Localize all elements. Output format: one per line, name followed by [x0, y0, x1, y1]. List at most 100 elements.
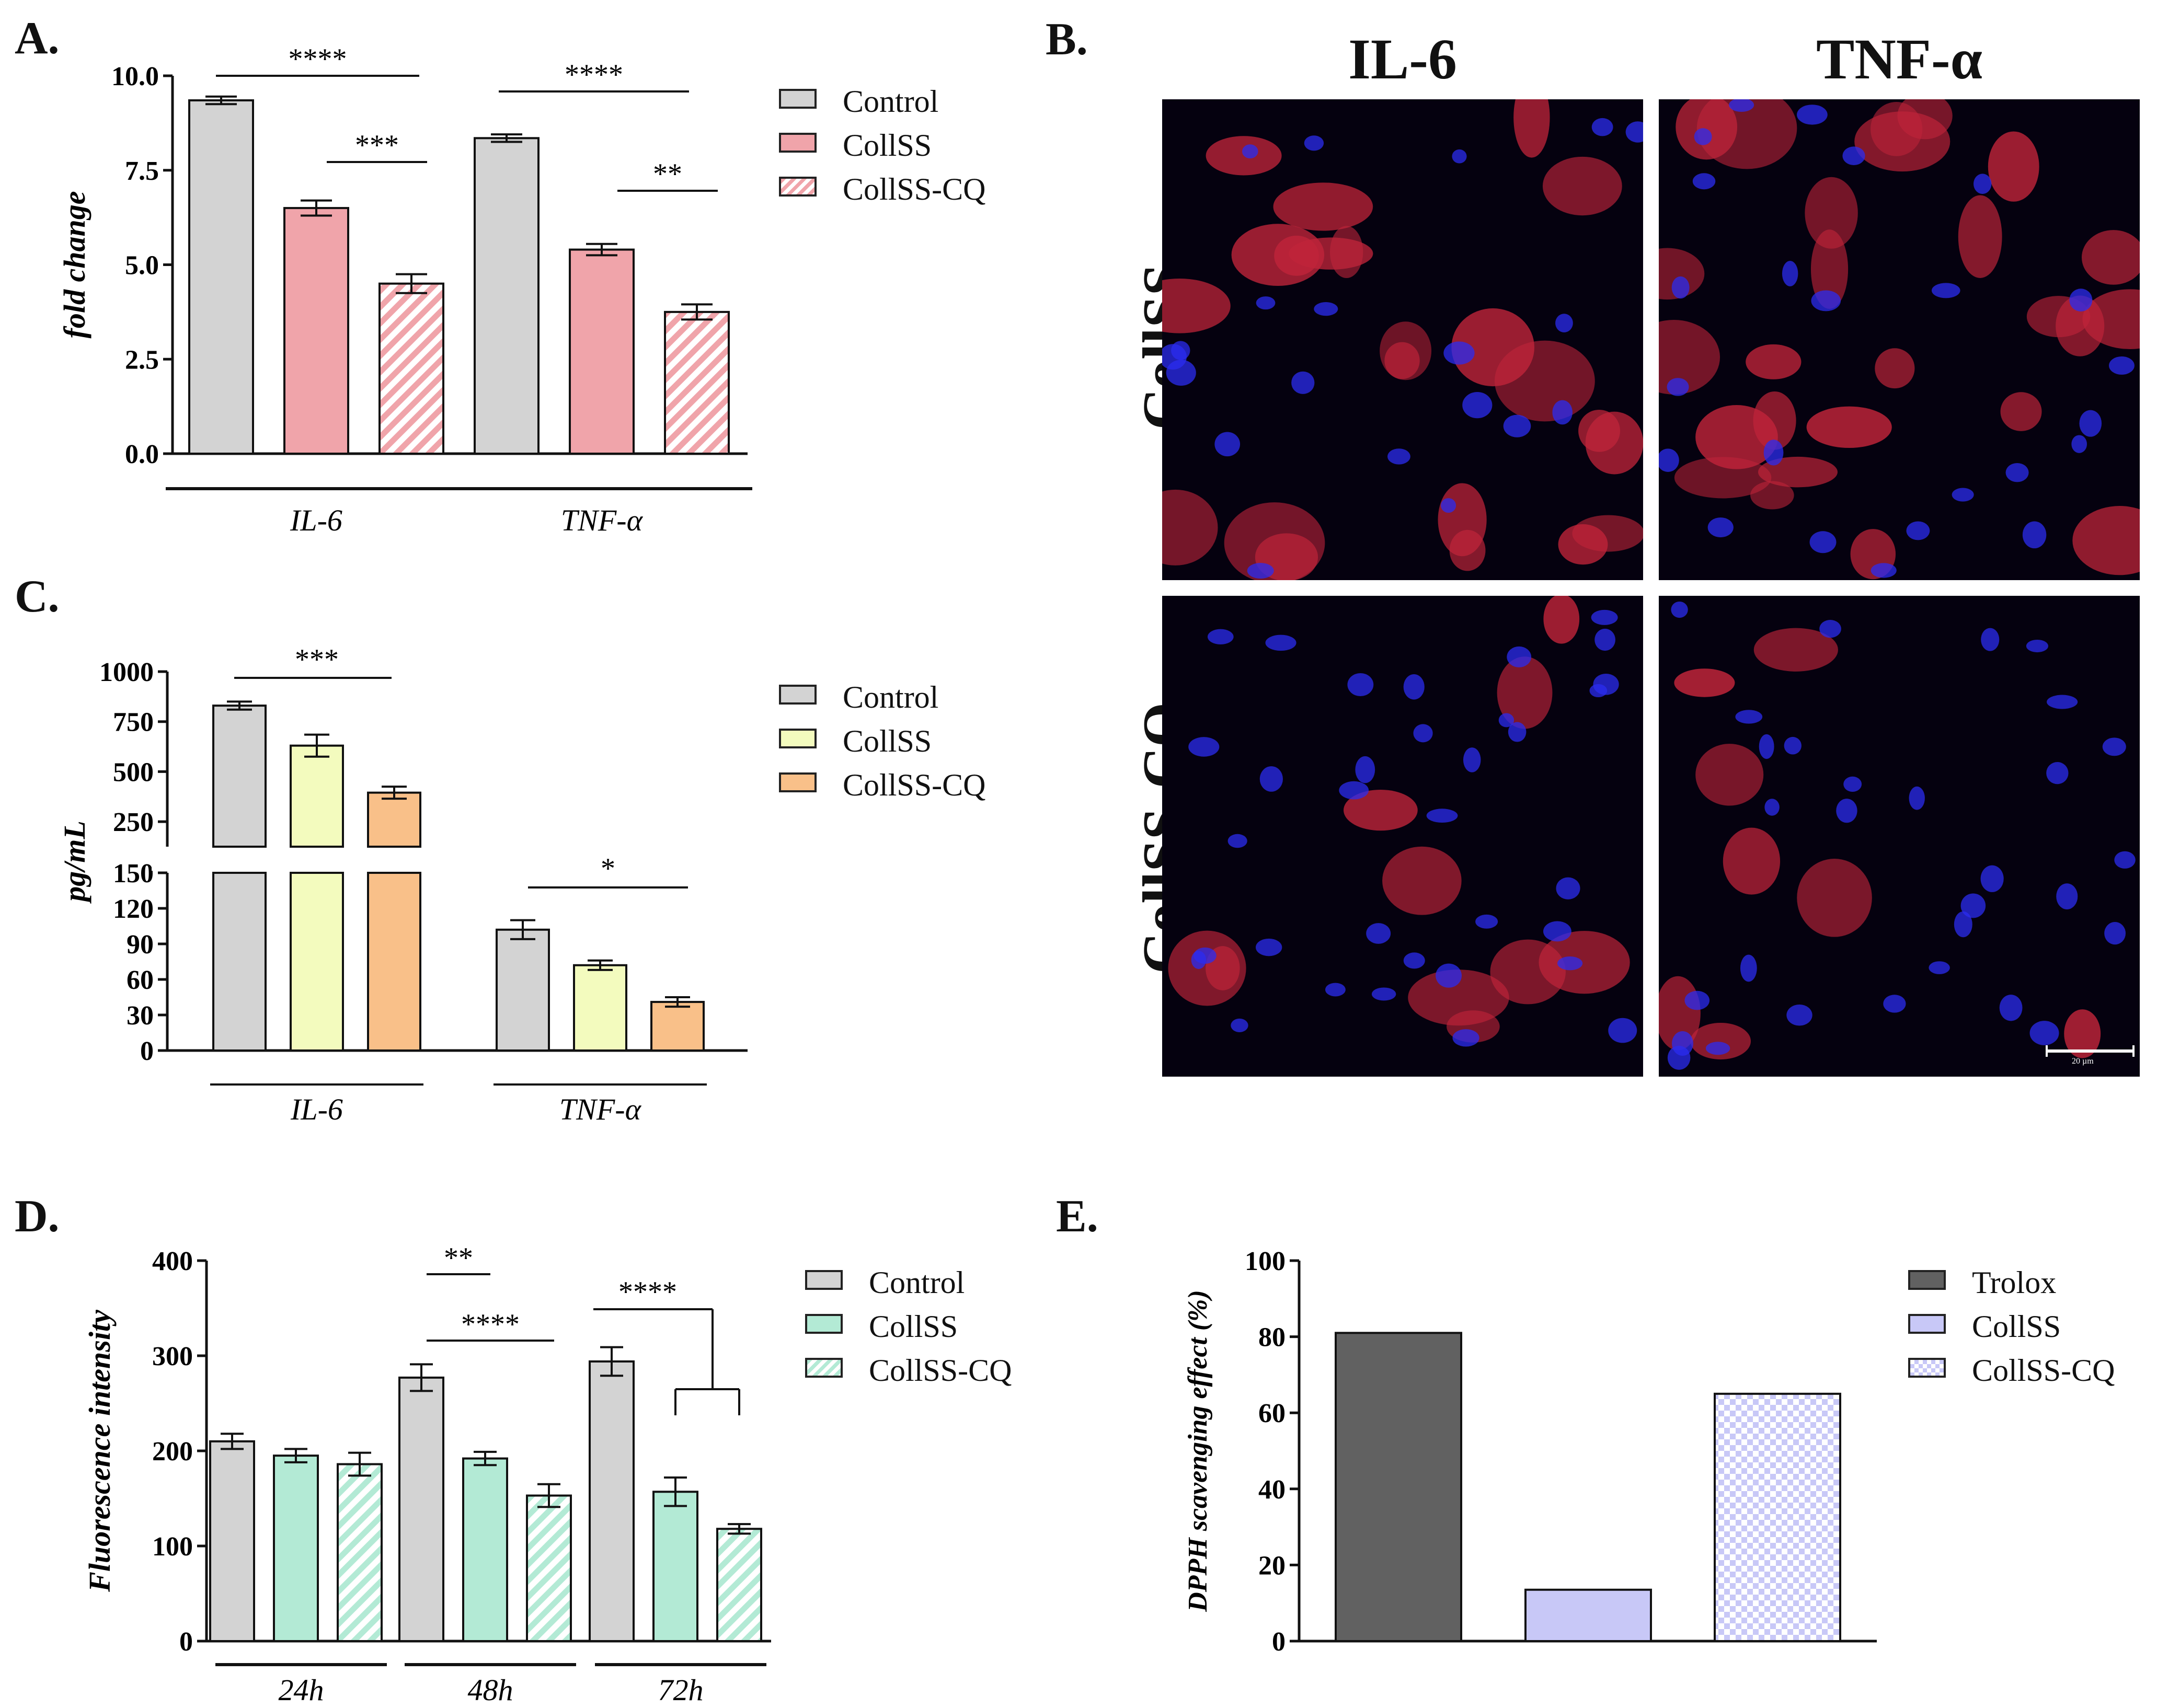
- bar: [496, 928, 550, 1052]
- panel-letter-d: D.: [15, 1191, 60, 1242]
- cell-nucleus: [1667, 1045, 1691, 1070]
- cell-nucleus: [1255, 938, 1282, 956]
- cell-nucleus: [1659, 448, 1679, 472]
- cell-nucleus: [1436, 963, 1462, 988]
- cell-nucleus: [1503, 414, 1531, 437]
- y-tick-label: 150: [113, 859, 154, 888]
- legend-swatch: [779, 89, 817, 109]
- cell-nucleus: [2046, 761, 2069, 784]
- cell-nucleus: [1981, 628, 2000, 651]
- legend-label: CollSS: [1972, 1309, 2061, 1344]
- bar: [209, 1440, 255, 1642]
- cell-cytoplasm: [1384, 342, 1420, 379]
- y-tick-label: 400: [152, 1247, 193, 1276]
- bar-lower: [290, 872, 344, 1052]
- cell-cytoplasm: [1578, 409, 1620, 452]
- cell-cytoplasm: [1408, 970, 1509, 1026]
- cell-nucleus: [2071, 435, 2087, 453]
- y-tick-label: 7.5: [125, 156, 159, 186]
- legend-label: Control: [843, 680, 939, 714]
- cell-cytoplasm: [2064, 1009, 2101, 1058]
- chart-c: 250 500 750 1000 0 30 60 90 120 150 pg/mL IL-6 TNF-α…: [58, 643, 748, 1126]
- bar: [283, 207, 349, 455]
- cell-cytoplasm: [1451, 308, 1535, 387]
- cell-nucleus: [1214, 432, 1241, 457]
- bar: [1335, 1332, 1462, 1642]
- cell-nucleus: [1291, 371, 1315, 394]
- cell-nucleus: [1999, 995, 2023, 1021]
- cell-nucleus: [1227, 834, 1247, 848]
- cell-nucleus: [1347, 673, 1374, 697]
- cell-nucleus: [1259, 766, 1283, 792]
- y-tick-label: 250: [113, 807, 154, 837]
- legend-label: CollSS-CQ: [843, 768, 986, 802]
- cell-nucleus: [1166, 360, 1196, 386]
- bar-lower: [212, 872, 267, 1052]
- cell-nucleus: [1589, 684, 1608, 698]
- cell-nucleus: [1591, 118, 1613, 136]
- legend-label: CollSS-CQ: [869, 1353, 1012, 1388]
- cell-nucleus: [1231, 1018, 1248, 1032]
- group-label: TNF-α: [559, 1092, 642, 1126]
- cell-nucleus: [1694, 128, 1712, 145]
- group-label: 48h: [468, 1673, 513, 1704]
- cell-nucleus: [1555, 314, 1573, 332]
- legend-label: CollSS: [843, 128, 932, 163]
- axis-break-gap: [152, 849, 397, 871]
- cell-nucleus: [1314, 302, 1338, 316]
- cell-nucleus: [1443, 341, 1475, 365]
- cell-cytoplasm: [1224, 502, 1325, 580]
- significance-label: ****: [461, 1308, 520, 1341]
- cell-cytoplasm: [1162, 278, 1231, 333]
- cell-nucleus: [1843, 776, 1862, 792]
- cell-nucleus: [1764, 799, 1780, 816]
- cell-nucleus: [1247, 563, 1274, 579]
- micrograph-texture: [1162, 99, 1643, 580]
- bar: [462, 1457, 508, 1642]
- cell-cytoplasm: [1674, 668, 1735, 697]
- cell-nucleus: [1188, 737, 1220, 757]
- cell-nucleus: [2047, 695, 2078, 709]
- cell-nucleus: [1475, 914, 1498, 929]
- cell-nucleus: [1543, 921, 1571, 942]
- cell-nucleus: [2104, 922, 2126, 945]
- y-tick-label: 0: [1272, 1627, 1286, 1657]
- cell-nucleus: [1671, 276, 1690, 299]
- bar: [573, 964, 627, 1052]
- y-tick-label: 40: [1258, 1475, 1286, 1505]
- cell-nucleus: [2102, 737, 2126, 756]
- cell-nucleus: [1782, 261, 1798, 286]
- legend-label: CollSS-CQ: [1972, 1353, 2115, 1388]
- cell-nucleus: [1207, 629, 1234, 645]
- cell-cytoplasm: [1690, 1023, 1751, 1060]
- cell-nucleus: [1426, 809, 1458, 823]
- micrograph-collss-il6: [1162, 99, 1643, 580]
- y-axis-label: fold change: [58, 191, 91, 339]
- cell-nucleus: [2005, 463, 2029, 482]
- micrograph-texture: [1659, 99, 2140, 580]
- cell-nucleus: [2114, 851, 2136, 869]
- cell-nucleus: [2079, 410, 2102, 437]
- y-tick-label: 2.5: [125, 345, 159, 375]
- group-label: IL-6: [290, 503, 342, 537]
- y-axis-label: Fluorescence intensity: [83, 1310, 117, 1592]
- cell-nucleus: [1591, 609, 1618, 625]
- cell-nucleus: [1952, 488, 1974, 502]
- group-label: 24h: [279, 1673, 324, 1704]
- cell-nucleus: [1684, 990, 1710, 1010]
- cell-nucleus: [1371, 987, 1396, 1001]
- y-tick-label: 30: [127, 1001, 154, 1031]
- cell-nucleus: [1671, 601, 1688, 618]
- cell-nucleus: [1729, 99, 1754, 112]
- cell-cytoplasm: [1543, 596, 1580, 644]
- cell-nucleus: [1403, 952, 1425, 969]
- bar: [188, 99, 254, 455]
- cell-nucleus: [1498, 713, 1515, 728]
- y-tick-label: 80: [1258, 1323, 1286, 1353]
- cell-nucleus: [1304, 135, 1324, 151]
- cell-nucleus: [1256, 296, 1276, 310]
- microscopy-panel: IL-6 TNF-α CollSS CollSS-CQ 20 µm: [1131, 16, 2157, 1092]
- y-tick-label: 20: [1258, 1551, 1286, 1580]
- bar: [337, 1463, 383, 1642]
